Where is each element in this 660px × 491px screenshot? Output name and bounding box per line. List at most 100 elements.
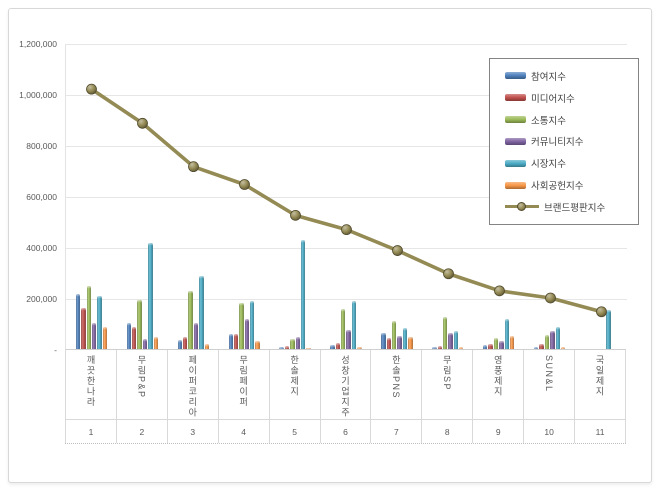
x-axis-number-label: 2 [139, 426, 145, 437]
x-axis-number-label: 6 [343, 426, 348, 437]
legend-label: 사회공헌지수 [531, 181, 584, 193]
legend-label: 소통지수 [531, 115, 566, 127]
bar [453, 331, 459, 349]
legend-entry: 사회공헌지수 [505, 178, 632, 192]
x-axis-number-label: 7 [394, 426, 399, 437]
x-axis-category-label: SUN&L [544, 355, 555, 393]
x-axis-number-label: 8 [444, 426, 450, 437]
y-tick-label: 400,000 [26, 243, 57, 253]
x-axis-category-names: 깨끗한나라 무림P&P 페이퍼코리아 무림페이퍼 한솔제지 성창기업지주 한솔PNS 무림SP… [65, 350, 626, 420]
bar [437, 346, 442, 349]
bar [300, 240, 306, 349]
bar-group-10 [524, 44, 575, 349]
bar [239, 303, 244, 349]
x-axis-number-label: 9 [495, 426, 501, 437]
legend-entry: 브랜드평판지수 [505, 200, 632, 214]
bar [499, 341, 504, 349]
bar [290, 339, 295, 349]
x-axis-category-label: 성창기업지주 [339, 355, 350, 418]
bar [126, 323, 132, 349]
x-axis-number-cell: 7 [370, 420, 421, 443]
bar-group-2 [117, 44, 168, 349]
bar [539, 344, 544, 349]
bar [493, 338, 499, 349]
x-axis-category-label: 한솔PNS [390, 355, 401, 400]
legend-line-bead [517, 202, 526, 212]
bar [448, 333, 453, 349]
y-tick-label: 1,200,000 [19, 39, 57, 49]
x-axis-category-cell: 성창기업지주 [319, 350, 371, 419]
x-axis-category-cell: SUN&L [523, 350, 574, 419]
x-axis-number-cell: 6 [319, 420, 371, 443]
x-axis-category-cell: 깨끗한나라 [65, 350, 116, 419]
x-axis-category-label: 한솔제지 [289, 355, 300, 397]
x-axis-category-cell: 무림P&P [115, 350, 167, 419]
legend-bar-swatch-icon [505, 116, 526, 124]
y-axis: 1,200,000 1,000,000 800,000 600,000 400,000 2… [9, 39, 59, 355]
bar [504, 319, 509, 349]
bar [533, 347, 539, 349]
chart-frame: 1,200,000 1,000,000 800,000 600,000 400,000 2… [8, 8, 652, 483]
y-tick-label: - [54, 345, 57, 355]
bar-group-6 [321, 44, 372, 349]
legend-entry: 커뮤니티지수 [505, 134, 632, 148]
x-axis-category-cell: 한솔PNS [370, 350, 421, 419]
x-axis-category-label: 무림SP [441, 355, 452, 392]
legend-label: 미디어지수 [531, 93, 575, 105]
bar [408, 337, 413, 349]
legend-bar-swatch-icon [505, 137, 526, 145]
legend-bar-swatch-icon [505, 181, 526, 189]
x-axis-number-cell: 1 [65, 420, 116, 443]
bar [91, 323, 97, 349]
legend-bar-swatch-icon [505, 72, 526, 80]
bar [550, 331, 555, 349]
x-axis-category-label: 무림페이퍼 [238, 355, 249, 408]
bar [177, 340, 182, 349]
bar-group-9 [473, 44, 524, 349]
bar [306, 348, 311, 349]
bar [279, 347, 284, 349]
x-axis-category-cell: 무림페이퍼 [217, 350, 269, 419]
legend-bar-swatch-icon [505, 94, 526, 102]
legend-label: 참여지수 [531, 71, 566, 83]
bar [432, 347, 437, 349]
bar [335, 343, 341, 349]
bar [188, 291, 193, 349]
bar-group-3 [168, 44, 219, 349]
x-axis-category-cell: 무림SP [421, 350, 472, 419]
x-axis-category-numbers: 1 2 3 4 5 6 7 8 9 10 11 [65, 420, 626, 444]
bar-group-4 [219, 44, 270, 349]
bar [148, 243, 153, 349]
bar [357, 347, 362, 349]
bar [544, 335, 550, 349]
bar [442, 317, 448, 349]
y-tick-label: 1,000,000 [19, 90, 57, 100]
legend-entry: 소통지수 [505, 113, 632, 127]
bar [341, 309, 346, 349]
bar [392, 321, 397, 349]
bar [75, 294, 81, 349]
bar [132, 327, 137, 349]
bar [137, 300, 142, 349]
bar [86, 286, 91, 349]
legend-label: 커뮤니티지수 [531, 137, 584, 149]
bar [204, 344, 209, 349]
gridline [66, 44, 627, 45]
bar [244, 319, 250, 349]
legend-entry: 시장지수 [505, 156, 632, 170]
legend-bar-swatch-icon [505, 159, 526, 167]
bar [250, 301, 255, 349]
x-axis-category-cell: 영풍제지 [472, 350, 523, 419]
bar-group-1 [66, 44, 117, 349]
bar-group-8 [422, 44, 473, 349]
bar [606, 310, 611, 349]
x-axis-number-cell: 2 [115, 420, 167, 443]
legend-entry: 미디어지수 [505, 91, 632, 105]
bar [509, 336, 515, 349]
x-axis-number-label: 1 [88, 426, 94, 437]
x-axis-category-label: 무림P&P [136, 355, 147, 399]
x-axis-number-cell: 10 [523, 420, 574, 443]
bar [233, 334, 239, 349]
bar [153, 337, 159, 349]
